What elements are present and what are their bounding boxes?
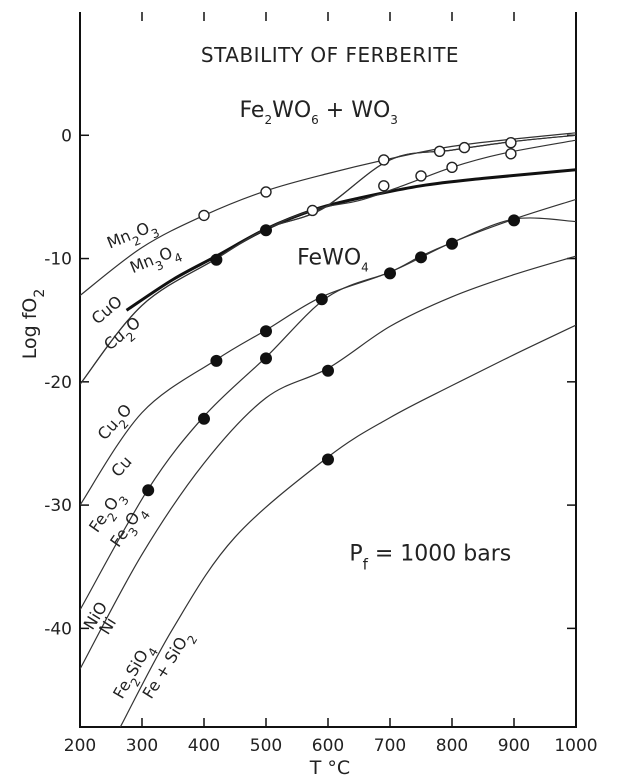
curve-label: Fe + SiO2 bbox=[139, 627, 201, 705]
open-data-point bbox=[415, 170, 427, 182]
x-tick-label: 800 bbox=[436, 736, 468, 756]
plot-area: 200 300 400 500 600 700 800 900 1000 0 -10 -20 -30 -4… bbox=[44, 12, 598, 756]
x-tick-label: 500 bbox=[250, 736, 282, 756]
y-tick-label: -20 bbox=[44, 373, 72, 393]
filled-data-point bbox=[198, 412, 210, 425]
x-axis-title: T °C bbox=[309, 757, 350, 779]
y-tick-label: -40 bbox=[44, 619, 72, 639]
curve-group bbox=[80, 132, 576, 727]
curve-label: Mn2O3 bbox=[104, 215, 161, 258]
field-label: Pf = 1000 bars bbox=[349, 542, 511, 574]
filled-data-point bbox=[260, 224, 272, 237]
filled-data-point bbox=[210, 354, 223, 367]
open-data-point bbox=[505, 148, 517, 160]
open-data-point bbox=[458, 141, 471, 154]
x-tick-label: 1000 bbox=[554, 736, 597, 756]
filled-data-point bbox=[322, 453, 334, 466]
y-tick-label: 0 bbox=[61, 126, 72, 146]
open-data-point bbox=[378, 154, 390, 166]
open-data-point bbox=[505, 136, 517, 149]
curve-fewo4-upper-limit bbox=[125, 168, 576, 312]
filled-data-point bbox=[415, 251, 427, 264]
chart-title: STABILITY OF FERBERITE bbox=[201, 43, 459, 67]
open-data-point bbox=[260, 186, 272, 198]
x-tick-label: 400 bbox=[188, 736, 220, 756]
open-data-point bbox=[446, 161, 458, 174]
y-tick-label: -30 bbox=[44, 496, 72, 516]
y-tick-label: -10 bbox=[44, 250, 72, 270]
open-data-point bbox=[433, 145, 446, 158]
filled-data-point bbox=[210, 253, 223, 266]
curve-nio-ni bbox=[80, 255, 576, 670]
x-tick-label: 700 bbox=[374, 736, 406, 756]
curve-cuo-cu2o bbox=[80, 134, 576, 385]
filled-data-point bbox=[142, 484, 155, 497]
open-data-point bbox=[306, 204, 319, 217]
filled-data-point bbox=[446, 237, 458, 250]
x-tick-label: 300 bbox=[126, 736, 158, 756]
filled-data-point bbox=[315, 293, 328, 306]
field-label: FeWO4 bbox=[297, 246, 369, 275]
filled-data-point bbox=[384, 267, 396, 280]
open-data-point bbox=[198, 209, 210, 222]
field-label: Fe2WO6 + WO3 bbox=[239, 98, 398, 127]
filled-data-point bbox=[322, 364, 334, 377]
filled-data-point bbox=[508, 214, 520, 227]
filled-data-point bbox=[260, 352, 272, 365]
x-tick-label: 600 bbox=[312, 736, 344, 756]
x-tick-label: 200 bbox=[64, 736, 96, 756]
curve-label: Cu bbox=[107, 452, 135, 481]
y-axis-title: Log fO2 bbox=[19, 289, 48, 360]
curve-fe2o3-fe3o4 bbox=[80, 217, 576, 611]
x-tick-label: 900 bbox=[498, 736, 530, 756]
curve-mn2o3-mn3o4 bbox=[80, 132, 576, 296]
curve-label: CuO bbox=[88, 292, 126, 328]
filled-data-point bbox=[260, 325, 272, 338]
curve-fe2sio4-fe-sio2 bbox=[119, 324, 576, 727]
open-data-point bbox=[378, 180, 390, 192]
